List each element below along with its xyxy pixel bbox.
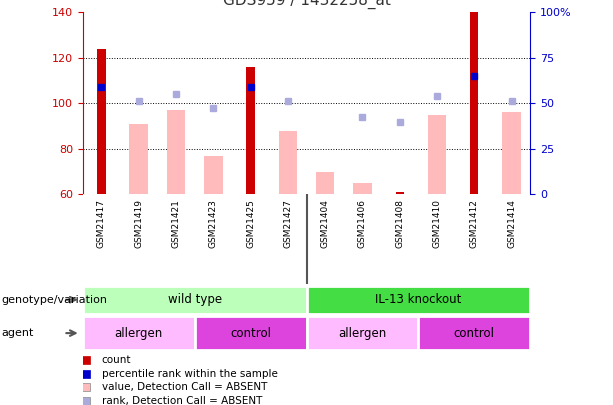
Bar (418, 316, 530, 350)
Text: GSM21423: GSM21423 (209, 199, 218, 248)
Text: control: control (454, 326, 495, 340)
Bar (316, 172, 335, 194)
Bar (395, 192, 404, 194)
Bar (83, 316, 195, 350)
Title: GDS959 / 1432258_at: GDS959 / 1432258_at (223, 0, 390, 9)
Text: percentile rank within the sample: percentile rank within the sample (102, 369, 278, 379)
Text: GSM21417: GSM21417 (97, 199, 106, 248)
Bar (97, 49, 105, 194)
Text: wild type: wild type (167, 293, 222, 306)
Text: allergen: allergen (115, 326, 163, 340)
Text: GSM21425: GSM21425 (246, 199, 255, 248)
Text: GSM21419: GSM21419 (134, 199, 143, 248)
Text: value, Detection Call = ABSENT: value, Detection Call = ABSENT (102, 382, 267, 392)
Text: GSM21408: GSM21408 (395, 199, 404, 248)
Bar (129, 124, 148, 194)
Text: GSM21427: GSM21427 (283, 199, 292, 248)
Bar (83, 286, 306, 314)
Text: GSM21412: GSM21412 (470, 199, 479, 248)
Bar (246, 67, 254, 194)
Bar (167, 110, 185, 194)
Text: rank, Detection Call = ABSENT: rank, Detection Call = ABSENT (102, 396, 262, 405)
Text: GSM21421: GSM21421 (172, 199, 180, 248)
Text: count: count (102, 355, 131, 365)
Bar (306, 316, 418, 350)
Bar (470, 12, 478, 194)
Bar (204, 156, 223, 194)
Text: GSM21414: GSM21414 (507, 199, 516, 248)
Text: GSM21406: GSM21406 (358, 199, 367, 248)
Bar (306, 286, 530, 314)
Bar (195, 316, 306, 350)
Text: GSM21404: GSM21404 (321, 199, 330, 248)
Bar (502, 113, 521, 194)
Text: allergen: allergen (338, 326, 387, 340)
Text: agent: agent (1, 328, 34, 338)
Text: IL-13 knockout: IL-13 knockout (375, 293, 462, 306)
Bar (353, 183, 371, 194)
Text: genotype/variation: genotype/variation (1, 295, 107, 305)
Bar (428, 115, 446, 194)
Text: GSM21410: GSM21410 (433, 199, 441, 248)
Text: control: control (230, 326, 271, 340)
Bar (278, 130, 297, 194)
